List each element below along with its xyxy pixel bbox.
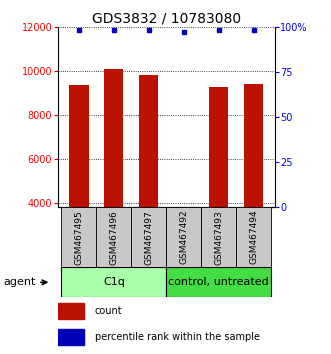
Bar — [209, 87, 228, 291]
Bar — [62, 207, 96, 267]
Text: count: count — [95, 306, 122, 316]
Text: control, untreated: control, untreated — [168, 277, 269, 287]
Bar — [131, 207, 166, 267]
Text: GSM467492: GSM467492 — [179, 210, 188, 264]
Bar — [139, 75, 159, 291]
Bar — [166, 267, 271, 297]
Text: GSM467496: GSM467496 — [109, 210, 118, 264]
Text: GSM467494: GSM467494 — [249, 210, 258, 264]
Text: C1q: C1q — [103, 277, 125, 287]
Bar — [69, 85, 88, 291]
Bar — [236, 207, 271, 267]
Text: GSM467493: GSM467493 — [214, 210, 223, 264]
Text: agent: agent — [3, 277, 36, 287]
Bar — [104, 69, 123, 291]
Text: percentile rank within the sample: percentile rank within the sample — [95, 332, 260, 342]
Bar — [244, 84, 263, 291]
Bar — [58, 329, 84, 345]
Bar — [166, 207, 201, 267]
Bar — [58, 303, 84, 319]
Bar — [62, 267, 166, 297]
Bar — [201, 207, 236, 267]
Text: GSM467497: GSM467497 — [144, 210, 153, 264]
Title: GDS3832 / 10783080: GDS3832 / 10783080 — [92, 11, 241, 25]
Text: GSM467495: GSM467495 — [74, 210, 83, 264]
Bar — [174, 281, 193, 291]
Bar — [96, 207, 131, 267]
